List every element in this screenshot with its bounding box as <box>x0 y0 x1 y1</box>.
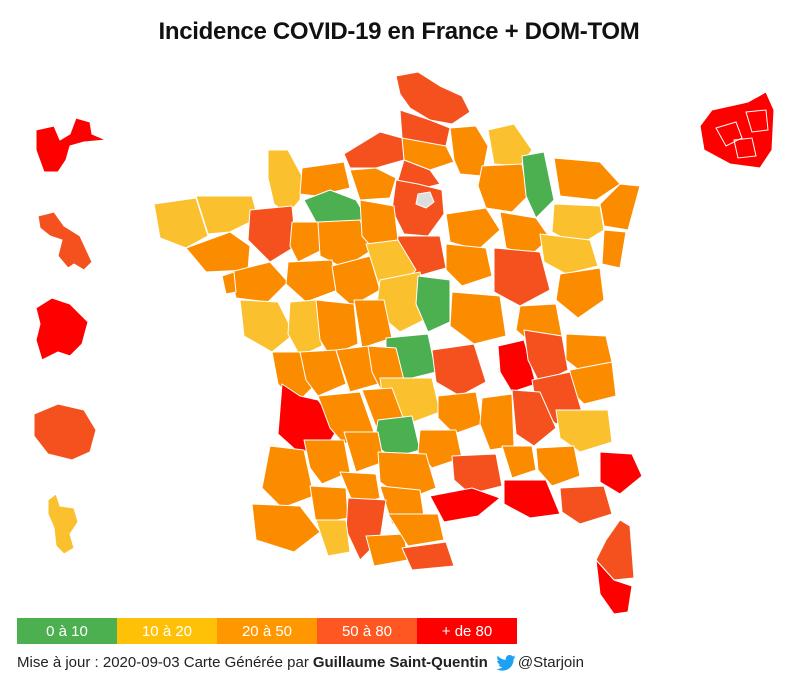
dept-yonne[interactable] <box>445 243 493 287</box>
dept-gironde[interactable] <box>277 383 339 453</box>
dept-vaucluse[interactable] <box>501 445 537 479</box>
dept-calvados[interactable] <box>299 161 351 197</box>
dom-guadeloupe[interactable] <box>35 117 107 173</box>
ile-de-france-zoom-borders <box>715 109 769 159</box>
legend-label: 0 à 10 <box>46 622 88 640</box>
dom-reunion[interactable] <box>33 403 97 461</box>
corsica <box>595 519 635 615</box>
twitter-link[interactable]: @Starjoin <box>496 654 584 671</box>
dept-nievre[interactable] <box>415 275 451 333</box>
dept-morbihan[interactable] <box>185 231 251 273</box>
dept-haute-saone[interactable] <box>539 233 599 275</box>
dept-bouches-du-rhone[interactable] <box>503 479 561 519</box>
dept-saone-et-loire[interactable] <box>449 291 507 345</box>
mainland-france <box>153 71 643 571</box>
dept-charente-maritime[interactable] <box>271 351 313 405</box>
dept-pyrenees-atlantiques[interactable] <box>251 503 321 553</box>
legend-item-0-10: 0 à 10 <box>17 618 117 644</box>
dept-finistere[interactable] <box>153 197 209 249</box>
dept-hautes-pyrenees[interactable] <box>315 519 351 557</box>
dept-var[interactable] <box>559 485 613 525</box>
legend-label: 20 à 50 <box>241 622 293 640</box>
dept-alpes-maritimes[interactable] <box>599 451 643 495</box>
dept-loire-atlantique-coast[interactable] <box>221 271 237 295</box>
dept-bas-rhin[interactable] <box>599 183 641 231</box>
dept-haute-marne[interactable] <box>499 211 551 257</box>
dept-doubs[interactable] <box>555 267 605 319</box>
dept-indre-et-loire[interactable] <box>331 255 381 307</box>
dept-alpes-de-haute-provence[interactable] <box>535 445 581 487</box>
dept-tarn-et-garonne[interactable] <box>339 471 381 507</box>
dept-mayenne[interactable] <box>289 221 323 263</box>
dom-mayotte[interactable] <box>47 493 79 555</box>
dept-pyrenees-orientales[interactable] <box>401 541 455 571</box>
dept-vosges[interactable] <box>551 203 605 247</box>
dept-rhone[interactable] <box>497 339 537 393</box>
dept-vendee[interactable] <box>239 299 295 353</box>
dept-ile-de-france[interactable] <box>391 179 445 237</box>
dept-loire[interactable] <box>431 343 487 397</box>
dept-herault[interactable] <box>429 487 501 523</box>
dept-lozere[interactable] <box>417 429 463 469</box>
dept-seine-maritime[interactable] <box>343 131 405 169</box>
dept-ille-et-vilaine[interactable] <box>247 205 297 263</box>
dept-landes[interactable] <box>261 445 315 509</box>
dept-ardeche[interactable] <box>479 393 515 451</box>
dept-charente[interactable] <box>299 349 347 397</box>
dom-guyane[interactable] <box>35 297 89 361</box>
dept-eure[interactable] <box>349 167 397 201</box>
dept-haute-loire[interactable] <box>437 391 483 435</box>
dept-meuse[interactable] <box>521 151 555 219</box>
legend-item-10-20: 10 à 20 <box>117 618 217 644</box>
legend-item-80-plus: + de 80 <box>417 618 517 644</box>
dept-corse-du-sud[interactable] <box>595 559 633 615</box>
dept-maine-et-loire[interactable] <box>285 259 339 303</box>
dept-aube[interactable] <box>445 207 501 251</box>
legend: 0 à 10 10 à 20 20 à 50 50 à 80 + de 80 <box>17 618 517 644</box>
map-title: Incidence COVID-19 en France + DOM-TOM <box>158 18 640 45</box>
dom-tom <box>33 91 775 555</box>
dept-lot-et-garonne[interactable] <box>303 439 351 485</box>
dept-paris[interactable] <box>415 191 435 209</box>
dept-ariege[interactable] <box>365 533 409 567</box>
dept-cote-d-or[interactable] <box>493 247 551 307</box>
dept-aude[interactable] <box>387 513 445 547</box>
dept-loire-atlantique[interactable] <box>229 261 289 303</box>
legend-label: 50 à 80 <box>341 622 393 640</box>
dept-haut-rhin[interactable] <box>601 229 627 269</box>
dept-hautes-alpes[interactable] <box>555 409 613 453</box>
dept-gers[interactable] <box>309 485 349 525</box>
dept-manche[interactable] <box>267 149 303 215</box>
twitter-handle: @Starjoin <box>517 654 584 671</box>
footer: Mise à jour : 2020-09-03 Carte Générée p… <box>17 654 584 671</box>
legend-item-20-50: 20 à 50 <box>217 618 317 644</box>
legend-label: + de 80 <box>441 622 493 640</box>
dom-ile-de-france-zoom[interactable] <box>699 91 775 169</box>
dept-gard[interactable] <box>451 453 503 495</box>
legend-item-50-80: 50 à 80 <box>317 618 417 644</box>
legend-label: 10 à 20 <box>141 622 193 640</box>
twitter-bird-icon <box>496 654 516 671</box>
dom-martinique[interactable] <box>37 211 93 271</box>
dept-moselle[interactable] <box>553 157 621 201</box>
dept-marne[interactable] <box>477 163 529 213</box>
dept-drome[interactable] <box>511 389 557 447</box>
author-name: Guillaume Saint-Quentin <box>312 654 488 671</box>
dept-cotes-d-armor[interactable] <box>195 195 259 235</box>
update-text: Mise à jour : 2020-09-03 Carte Générée p… <box>17 654 309 671</box>
dept-nord[interactable] <box>395 71 471 125</box>
